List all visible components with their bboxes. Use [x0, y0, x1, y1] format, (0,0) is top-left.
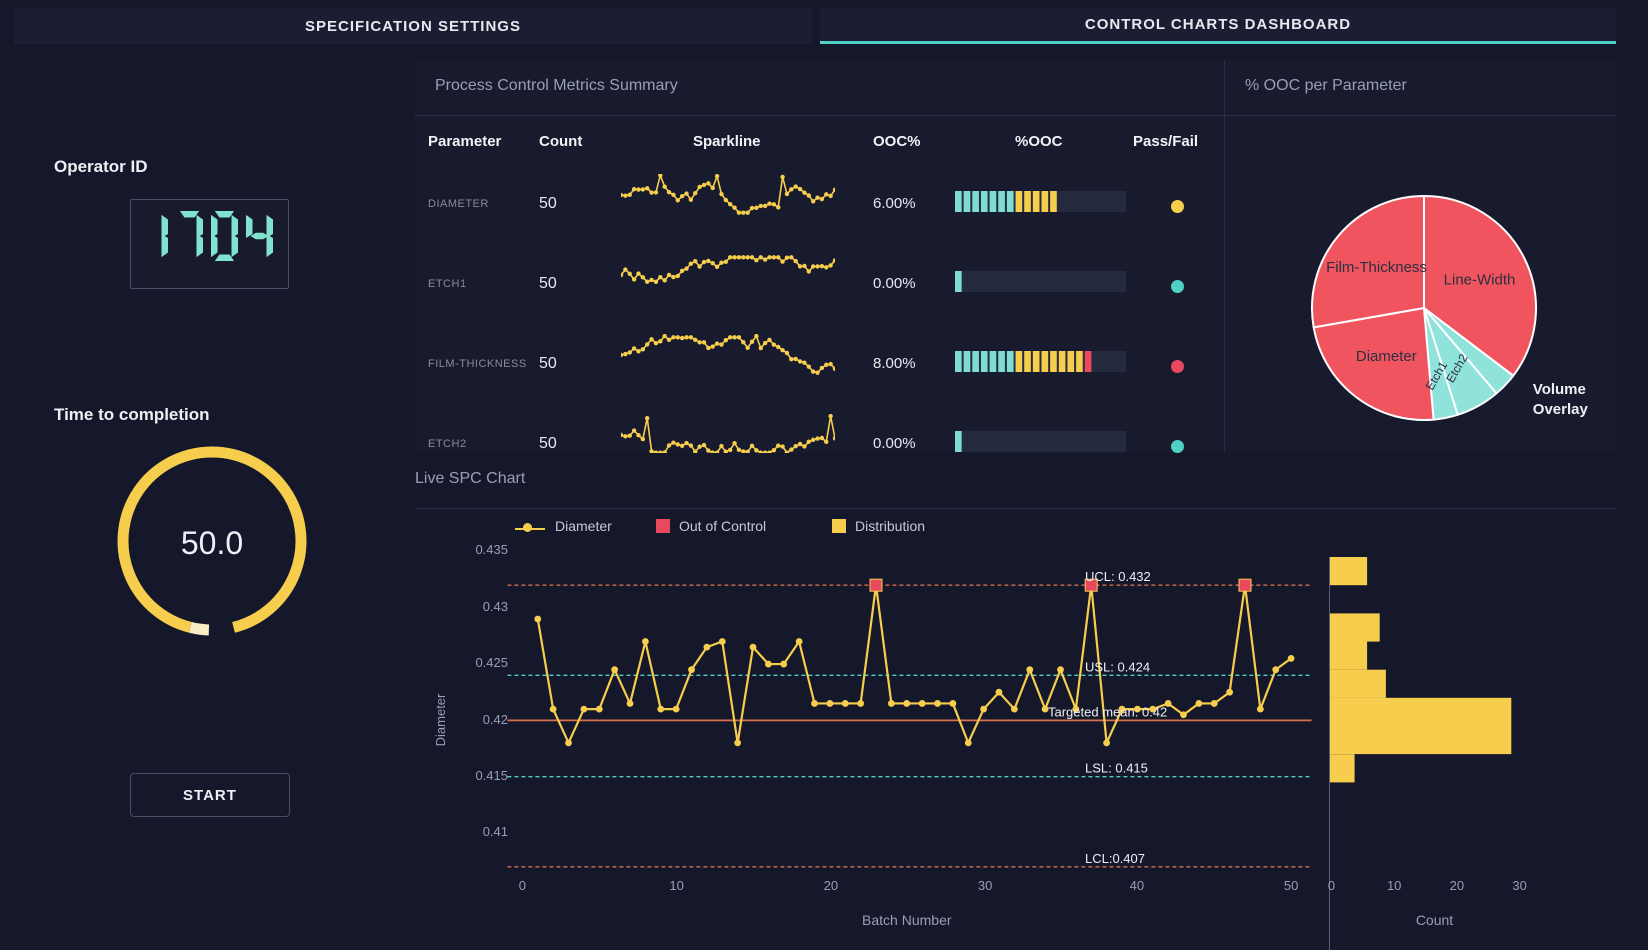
svg-text:Film-Thickness: Film-Thickness: [1326, 259, 1427, 276]
svg-text:Line-Width: Line-Width: [1444, 271, 1516, 288]
svg-text:Diameter: Diameter: [1356, 348, 1417, 365]
